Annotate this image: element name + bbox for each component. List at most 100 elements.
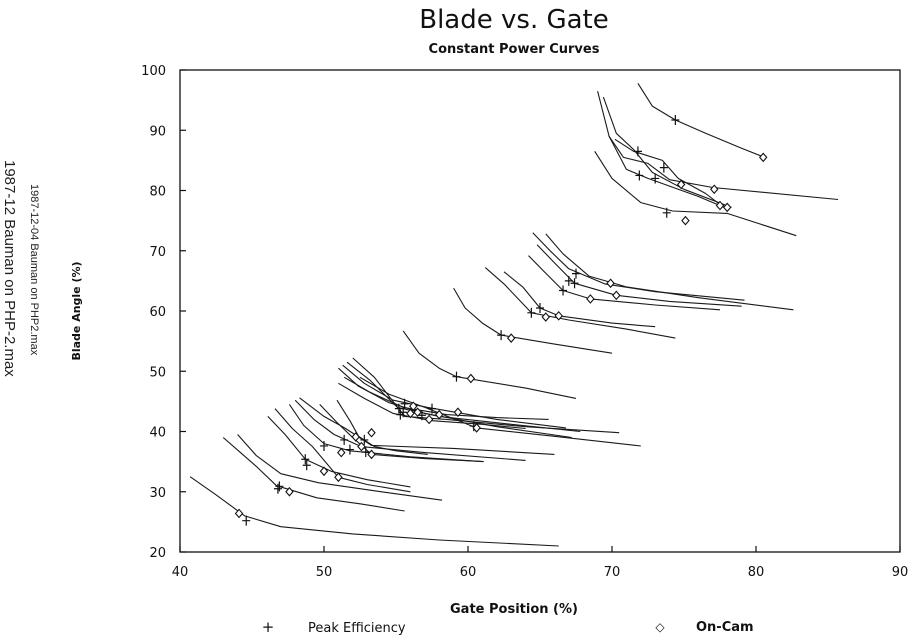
x-tick-label: 70: [604, 565, 621, 580]
legend-item-on-cam: ◇ On-Cam: [655, 620, 753, 635]
power-curve-curve-17: [359, 376, 641, 447]
power-curve-curve-6: [288, 404, 483, 463]
legend-label-peak-efficiency: Peak Efficiency: [308, 621, 406, 636]
y-tick-label: 60: [149, 305, 166, 320]
peak-efficiency-marker: [527, 307, 536, 318]
y-axis-label: Blade Angle (%): [70, 261, 83, 360]
power-curve-curve-4: [267, 416, 411, 488]
peak-efficiency-marker: [345, 444, 354, 455]
peak-efficiency-marker: [361, 446, 370, 457]
on-cam-marker: [334, 472, 343, 483]
peak-efficiency-marker: [671, 115, 680, 126]
on-cam-marker: [758, 152, 768, 163]
peak-efficiency-marker: [396, 409, 405, 420]
on-cam-marker: [541, 312, 550, 322]
peak-efficiency-marker: [536, 302, 544, 313]
y-tick-label: 20: [149, 546, 166, 561]
on-cam-marker: [406, 408, 415, 419]
on-cam-marker: [434, 409, 444, 420]
x-tick-label: 90: [892, 565, 909, 580]
x-axis-label: Gate Position (%): [450, 602, 578, 617]
power-curve-curve-3: [237, 434, 443, 501]
peak-efficiency-marker: [273, 483, 282, 494]
on-cam-marker: [722, 202, 732, 213]
legend-item-peak-efficiency: + Peak Efficiency: [262, 618, 406, 636]
x-tick-label: 50: [316, 565, 333, 580]
peak-efficiency-marker: [452, 371, 461, 382]
on-cam-marker: [681, 215, 690, 226]
power-curve-curve-14: [352, 357, 620, 434]
chart-subtitle: Constant Power Curves: [429, 42, 600, 57]
peak-efficiency-marker: [320, 440, 328, 451]
power-curve-curve-7: [294, 399, 526, 461]
on-cam-marker: [234, 508, 244, 519]
peak-efficiency-marker: [400, 398, 409, 409]
y-axis: 20 30 40 50 60 70 80 90 100: [141, 64, 186, 561]
peak-efficiency-marker: [635, 170, 644, 181]
on-cam-marker: [472, 423, 481, 433]
peak-efficiency-marker: [275, 481, 284, 492]
on-cam-marker: [319, 466, 329, 477]
power-curve-curve-16: [343, 376, 549, 420]
power-curve-curve-18: [402, 330, 577, 399]
on-cam-marker: [367, 449, 376, 460]
power-curve-curve-19: [453, 287, 613, 354]
x-tick-label: 80: [748, 565, 765, 580]
y-tick-label: 80: [149, 185, 166, 200]
x-axis: 40 50 60 70 80 90: [172, 546, 909, 580]
on-cam-marker: [409, 401, 418, 412]
peak-efficiency-marker: [417, 410, 426, 421]
curve-markers: [234, 115, 768, 526]
legend-marker-diamond: ◇: [655, 620, 665, 634]
power-curve-curve-25: [532, 232, 745, 301]
power-curve-curve-24: [545, 233, 794, 311]
peak-efficiency-marker: [394, 403, 403, 414]
peak-efficiency-marker: [301, 454, 310, 465]
peak-efficiency-marker: [360, 434, 369, 445]
peak-efficiency-marker: [559, 285, 568, 296]
peak-efficiency-marker: [564, 275, 573, 286]
on-cam-marker: [554, 310, 563, 321]
on-cam-marker: [285, 486, 294, 497]
on-cam-marker: [424, 414, 434, 425]
on-cam-marker: [586, 294, 595, 304]
on-cam-marker: [357, 441, 366, 452]
peak-efficiency-marker: [633, 146, 642, 157]
power-curve-curve-22: [528, 255, 721, 311]
on-cam-marker: [337, 447, 346, 458]
power-curves: [189, 83, 839, 547]
y-tick-label: 70: [149, 245, 166, 260]
power-curve-curve-30: [614, 138, 722, 207]
legend: + Peak Efficiency ◇ On-Cam: [262, 618, 754, 636]
legend-marker-plus: +: [262, 618, 275, 636]
power-curve-curve-23: [536, 244, 742, 307]
side-note-small: 1987-12-04 Bauman on PHP2.max: [28, 184, 40, 356]
y-tick-label: 40: [149, 426, 166, 441]
power-curve-curve-10: [336, 399, 428, 455]
power-curve-curve-5: [274, 408, 411, 493]
power-curve-curve-26: [594, 151, 797, 237]
peak-efficiency-marker: [570, 278, 579, 289]
on-cam-marker: [710, 184, 719, 195]
on-cam-marker: [506, 333, 516, 343]
on-cam-marker: [612, 290, 621, 301]
on-cam-marker: [676, 179, 686, 190]
legend-label-on-cam: On-Cam: [696, 620, 754, 635]
peak-efficiency-marker: [659, 162, 668, 173]
power-curve-curve-15: [338, 382, 526, 430]
on-cam-marker: [715, 200, 725, 211]
on-cam-marker: [453, 407, 463, 418]
y-tick-label: 50: [149, 365, 166, 380]
side-note-large: 1987-12 Bauman on PHP-2.max: [1, 160, 18, 377]
power-curve-curve-29: [608, 135, 839, 201]
x-tick-label: 60: [460, 565, 477, 580]
peak-efficiency-marker: [428, 403, 436, 414]
y-tick-label: 90: [149, 124, 166, 139]
power-curve-curve-31: [637, 83, 765, 158]
x-tick-label: 40: [172, 565, 189, 580]
peak-efficiency-marker: [497, 330, 506, 341]
power-curve-curve-1: [189, 476, 559, 547]
power-curve-curve-2: [222, 437, 405, 512]
on-cam-marker: [466, 373, 476, 384]
